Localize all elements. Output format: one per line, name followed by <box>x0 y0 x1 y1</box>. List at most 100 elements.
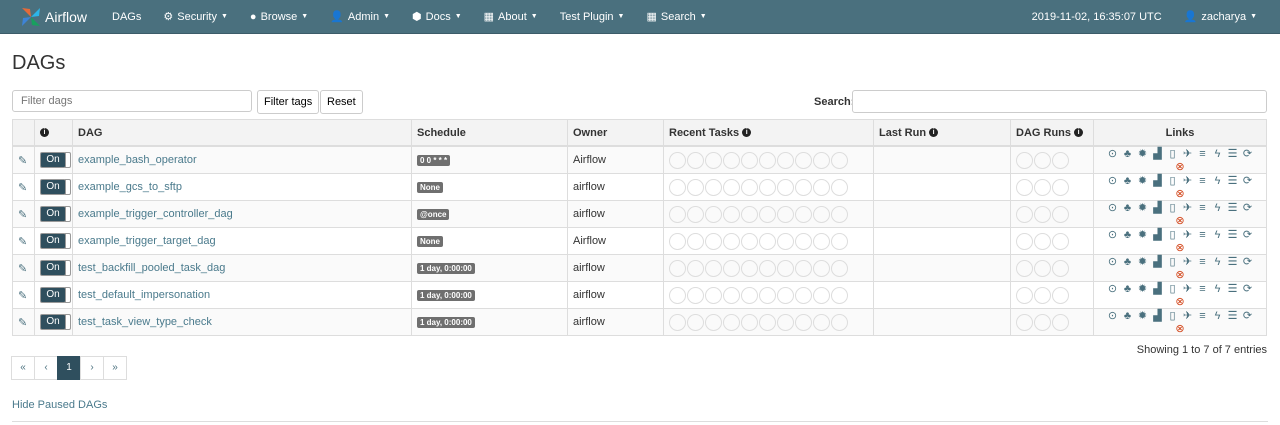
task-state-circle[interactable] <box>705 313 722 331</box>
tree-view-icon[interactable]: ♣ <box>1123 256 1132 268</box>
page-button[interactable]: » <box>103 356 127 380</box>
graph-view-icon[interactable]: ✹ <box>1137 229 1148 241</box>
tree-view-icon[interactable]: ♣ <box>1123 175 1132 187</box>
task-state-circle[interactable] <box>813 205 830 223</box>
dag-run-state-circle[interactable] <box>1034 205 1051 223</box>
task-state-circle[interactable] <box>813 313 830 331</box>
dag-run-state-circle[interactable] <box>1052 178 1069 196</box>
landing-times-icon[interactable]: ✈ <box>1182 256 1193 268</box>
trigger-dag-icon[interactable]: ⊙ <box>1107 256 1118 268</box>
task-state-circle[interactable] <box>687 151 704 169</box>
edit-icon[interactable]: ✎ <box>18 154 28 167</box>
task-state-circle[interactable] <box>723 178 740 196</box>
task-state-circle[interactable] <box>705 178 722 196</box>
logs-icon[interactable]: ☰ <box>1227 202 1238 214</box>
gantt-icon[interactable]: ≡ <box>1199 175 1206 187</box>
graph-view-icon[interactable]: ✹ <box>1137 148 1148 160</box>
task-state-circle[interactable] <box>795 313 812 331</box>
task-state-circle[interactable] <box>831 259 848 277</box>
edit-icon[interactable]: ✎ <box>18 316 28 329</box>
gantt-icon[interactable]: ≡ <box>1199 229 1206 241</box>
tries-icon[interactable]: ▯ <box>1169 175 1176 187</box>
logs-icon[interactable]: ☰ <box>1227 283 1238 295</box>
gantt-icon[interactable]: ≡ <box>1199 256 1206 268</box>
logs-icon[interactable]: ☰ <box>1227 229 1238 241</box>
dag-run-state-circle[interactable] <box>1016 313 1033 331</box>
landing-times-icon[interactable]: ✈ <box>1182 202 1193 214</box>
pause-toggle[interactable]: On <box>40 152 71 168</box>
task-state-circle[interactable] <box>741 259 758 277</box>
task-state-circle[interactable] <box>777 313 794 331</box>
dag-link[interactable]: example_bash_operator <box>78 154 197 166</box>
tries-icon[interactable]: ▯ <box>1169 283 1176 295</box>
task-state-circle[interactable] <box>687 259 704 277</box>
task-state-circle[interactable] <box>705 259 722 277</box>
task-state-circle[interactable] <box>669 151 686 169</box>
reset-button[interactable]: Reset <box>320 90 363 114</box>
task-state-circle[interactable] <box>723 286 740 304</box>
nav-search[interactable]: ▦ Search ▼ <box>635 10 717 24</box>
dag-run-state-circle[interactable] <box>1034 259 1051 277</box>
task-state-circle[interactable] <box>795 286 812 304</box>
landing-times-icon[interactable]: ✈ <box>1182 283 1193 295</box>
task-state-circle[interactable] <box>741 205 758 223</box>
task-state-circle[interactable] <box>777 151 794 169</box>
tries-icon[interactable]: ▯ <box>1169 148 1176 160</box>
pause-toggle[interactable]: On <box>40 179 71 195</box>
code-icon[interactable]: ϟ <box>1214 229 1221 241</box>
page-button[interactable]: ‹ <box>34 356 58 380</box>
trigger-dag-icon[interactable]: ⊙ <box>1107 175 1118 187</box>
task-state-circle[interactable] <box>669 205 686 223</box>
refresh-icon[interactable]: ⟳ <box>1242 175 1253 187</box>
task-state-circle[interactable] <box>813 286 830 304</box>
dag-run-state-circle[interactable] <box>1034 286 1051 304</box>
filter-tags-button[interactable]: Filter tags <box>257 90 320 114</box>
logs-icon[interactable]: ☰ <box>1227 310 1238 322</box>
task-state-circle[interactable] <box>723 232 740 250</box>
dag-run-state-circle[interactable] <box>1016 205 1033 223</box>
dag-link[interactable]: example_gcs_to_sftp <box>78 181 182 193</box>
trigger-dag-icon[interactable]: ⊙ <box>1107 202 1118 214</box>
graph-view-icon[interactable]: ✹ <box>1137 175 1148 187</box>
dag-run-state-circle[interactable] <box>1016 151 1033 169</box>
task-state-circle[interactable] <box>669 313 686 331</box>
task-state-circle[interactable] <box>759 259 776 277</box>
dag-link[interactable]: test_task_view_type_check <box>78 316 212 328</box>
task-state-circle[interactable] <box>759 205 776 223</box>
task-state-circle[interactable] <box>831 313 848 331</box>
task-state-circle[interactable] <box>705 205 722 223</box>
task-state-circle[interactable] <box>813 178 830 196</box>
landing-times-icon[interactable]: ✈ <box>1182 148 1193 160</box>
duration-icon[interactable]: ▟ <box>1153 283 1162 295</box>
nav-admin[interactable]: 👤 Admin ▼ <box>319 10 401 24</box>
code-icon[interactable]: ϟ <box>1214 283 1221 295</box>
pause-toggle[interactable]: On <box>40 287 71 303</box>
search-input[interactable] <box>852 90 1267 113</box>
duration-icon[interactable]: ▟ <box>1153 310 1162 322</box>
task-state-circle[interactable] <box>831 232 848 250</box>
task-state-circle[interactable] <box>759 286 776 304</box>
logs-icon[interactable]: ☰ <box>1227 256 1238 268</box>
task-state-circle[interactable] <box>723 151 740 169</box>
edit-icon[interactable]: ✎ <box>18 262 28 275</box>
task-state-circle[interactable] <box>687 286 704 304</box>
task-state-circle[interactable] <box>687 313 704 331</box>
task-state-circle[interactable] <box>669 286 686 304</box>
pause-toggle[interactable]: On <box>40 314 71 330</box>
task-state-circle[interactable] <box>759 151 776 169</box>
dag-run-state-circle[interactable] <box>1052 286 1069 304</box>
task-state-circle[interactable] <box>669 232 686 250</box>
dag-link[interactable]: test_default_impersonation <box>78 289 211 301</box>
refresh-icon[interactable]: ⟳ <box>1242 229 1253 241</box>
task-state-circle[interactable] <box>795 232 812 250</box>
refresh-icon[interactable]: ⟳ <box>1242 256 1253 268</box>
task-state-circle[interactable] <box>759 313 776 331</box>
task-state-circle[interactable] <box>705 286 722 304</box>
duration-icon[interactable]: ▟ <box>1153 202 1162 214</box>
logs-icon[interactable]: ☰ <box>1227 175 1238 187</box>
task-state-circle[interactable] <box>741 313 758 331</box>
nav-security[interactable]: ⚙ Security ▼ <box>152 10 239 24</box>
code-icon[interactable]: ϟ <box>1214 148 1221 160</box>
dag-link[interactable]: example_trigger_target_dag <box>78 235 216 247</box>
refresh-icon[interactable]: ⟳ <box>1242 310 1253 322</box>
